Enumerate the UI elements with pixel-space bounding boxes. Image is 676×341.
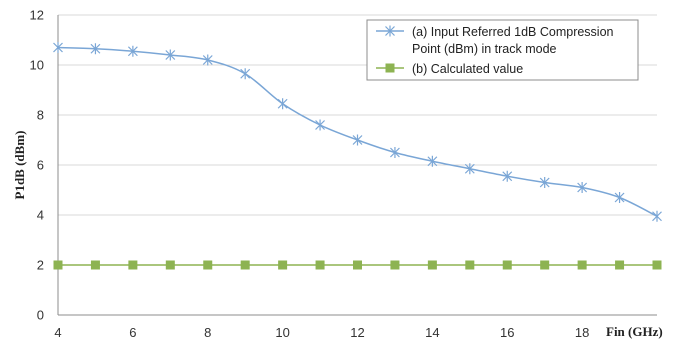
y-tick-label: 6 [37,158,44,173]
data-point-b [53,260,63,270]
data-point-b [465,260,475,270]
x-tick-label: 8 [204,325,211,340]
legend: (a) Input Referred 1dB Compression Point… [366,19,639,81]
x-tick-label: 16 [500,325,514,340]
y-axis-title: P1dB (dBm) [12,131,27,200]
data-point-a [390,147,400,158]
data-point-a [90,43,101,55]
data-point-a [427,155,438,167]
series-a [53,42,662,222]
data-point-a [315,119,325,131]
data-point-a [577,182,588,193]
legend-swatch-series-a [376,25,404,37]
data-point-a [277,98,288,110]
data-point-b [203,260,213,270]
data-point-b [353,260,362,270]
data-point-b [90,260,100,270]
data-point-b [390,260,400,270]
data-point-a [202,54,213,66]
data-point-a [127,45,138,57]
data-point-a [614,192,625,203]
legend-box [366,19,639,81]
legend-marker-a [385,25,395,37]
data-point-b [278,260,288,270]
y-tick-label: 2 [37,258,44,273]
data-point-b [165,260,175,270]
x-tick-label: 6 [129,325,136,340]
x-tick-label: 14 [425,325,439,340]
data-point-a [165,49,176,61]
data-point-b [427,260,437,270]
data-point-b [652,260,662,270]
data-point-b [240,260,250,270]
legend-label-series-a-line2: Point (dBm) in track mode [412,42,557,56]
series-b [53,260,662,270]
x-tick-label: 4 [54,325,61,340]
data-point-a [652,210,662,222]
y-tick-label: 4 [37,208,44,223]
data-point-b [128,260,138,270]
data-point-b [540,260,550,270]
x-tick-label: 18 [575,325,589,340]
legend-label-series-a-line1: (a) Input Referred 1dB Compression [412,25,614,39]
data-point-a [53,42,63,53]
x-axis-title: Fin (GHz) [606,324,663,339]
data-point-b [577,260,587,270]
data-point-a [502,170,513,182]
series-group [53,42,662,270]
data-point-b [315,260,325,270]
y-tick-label: 12 [30,8,44,23]
data-point-b [502,260,512,270]
legend-label-series-b: (b) Calculated value [412,62,523,76]
y-tick-label: 8 [37,108,44,123]
data-point-a [240,68,251,80]
data-point-a [352,134,363,146]
legend-swatch-series-b [376,63,404,73]
data-point-a [464,163,475,175]
y-tick-label: 0 [37,308,44,323]
y-tick-label: 10 [30,58,44,73]
tick-labels: 0 2 4 6 8 10 12 4 6 8 10 12 14 16 18 [30,8,590,341]
legend-marker-b [385,63,395,73]
x-tick-label: 12 [350,325,364,340]
data-point-b [615,260,625,270]
data-point-a [539,177,550,188]
x-tick-label: 10 [275,325,289,340]
